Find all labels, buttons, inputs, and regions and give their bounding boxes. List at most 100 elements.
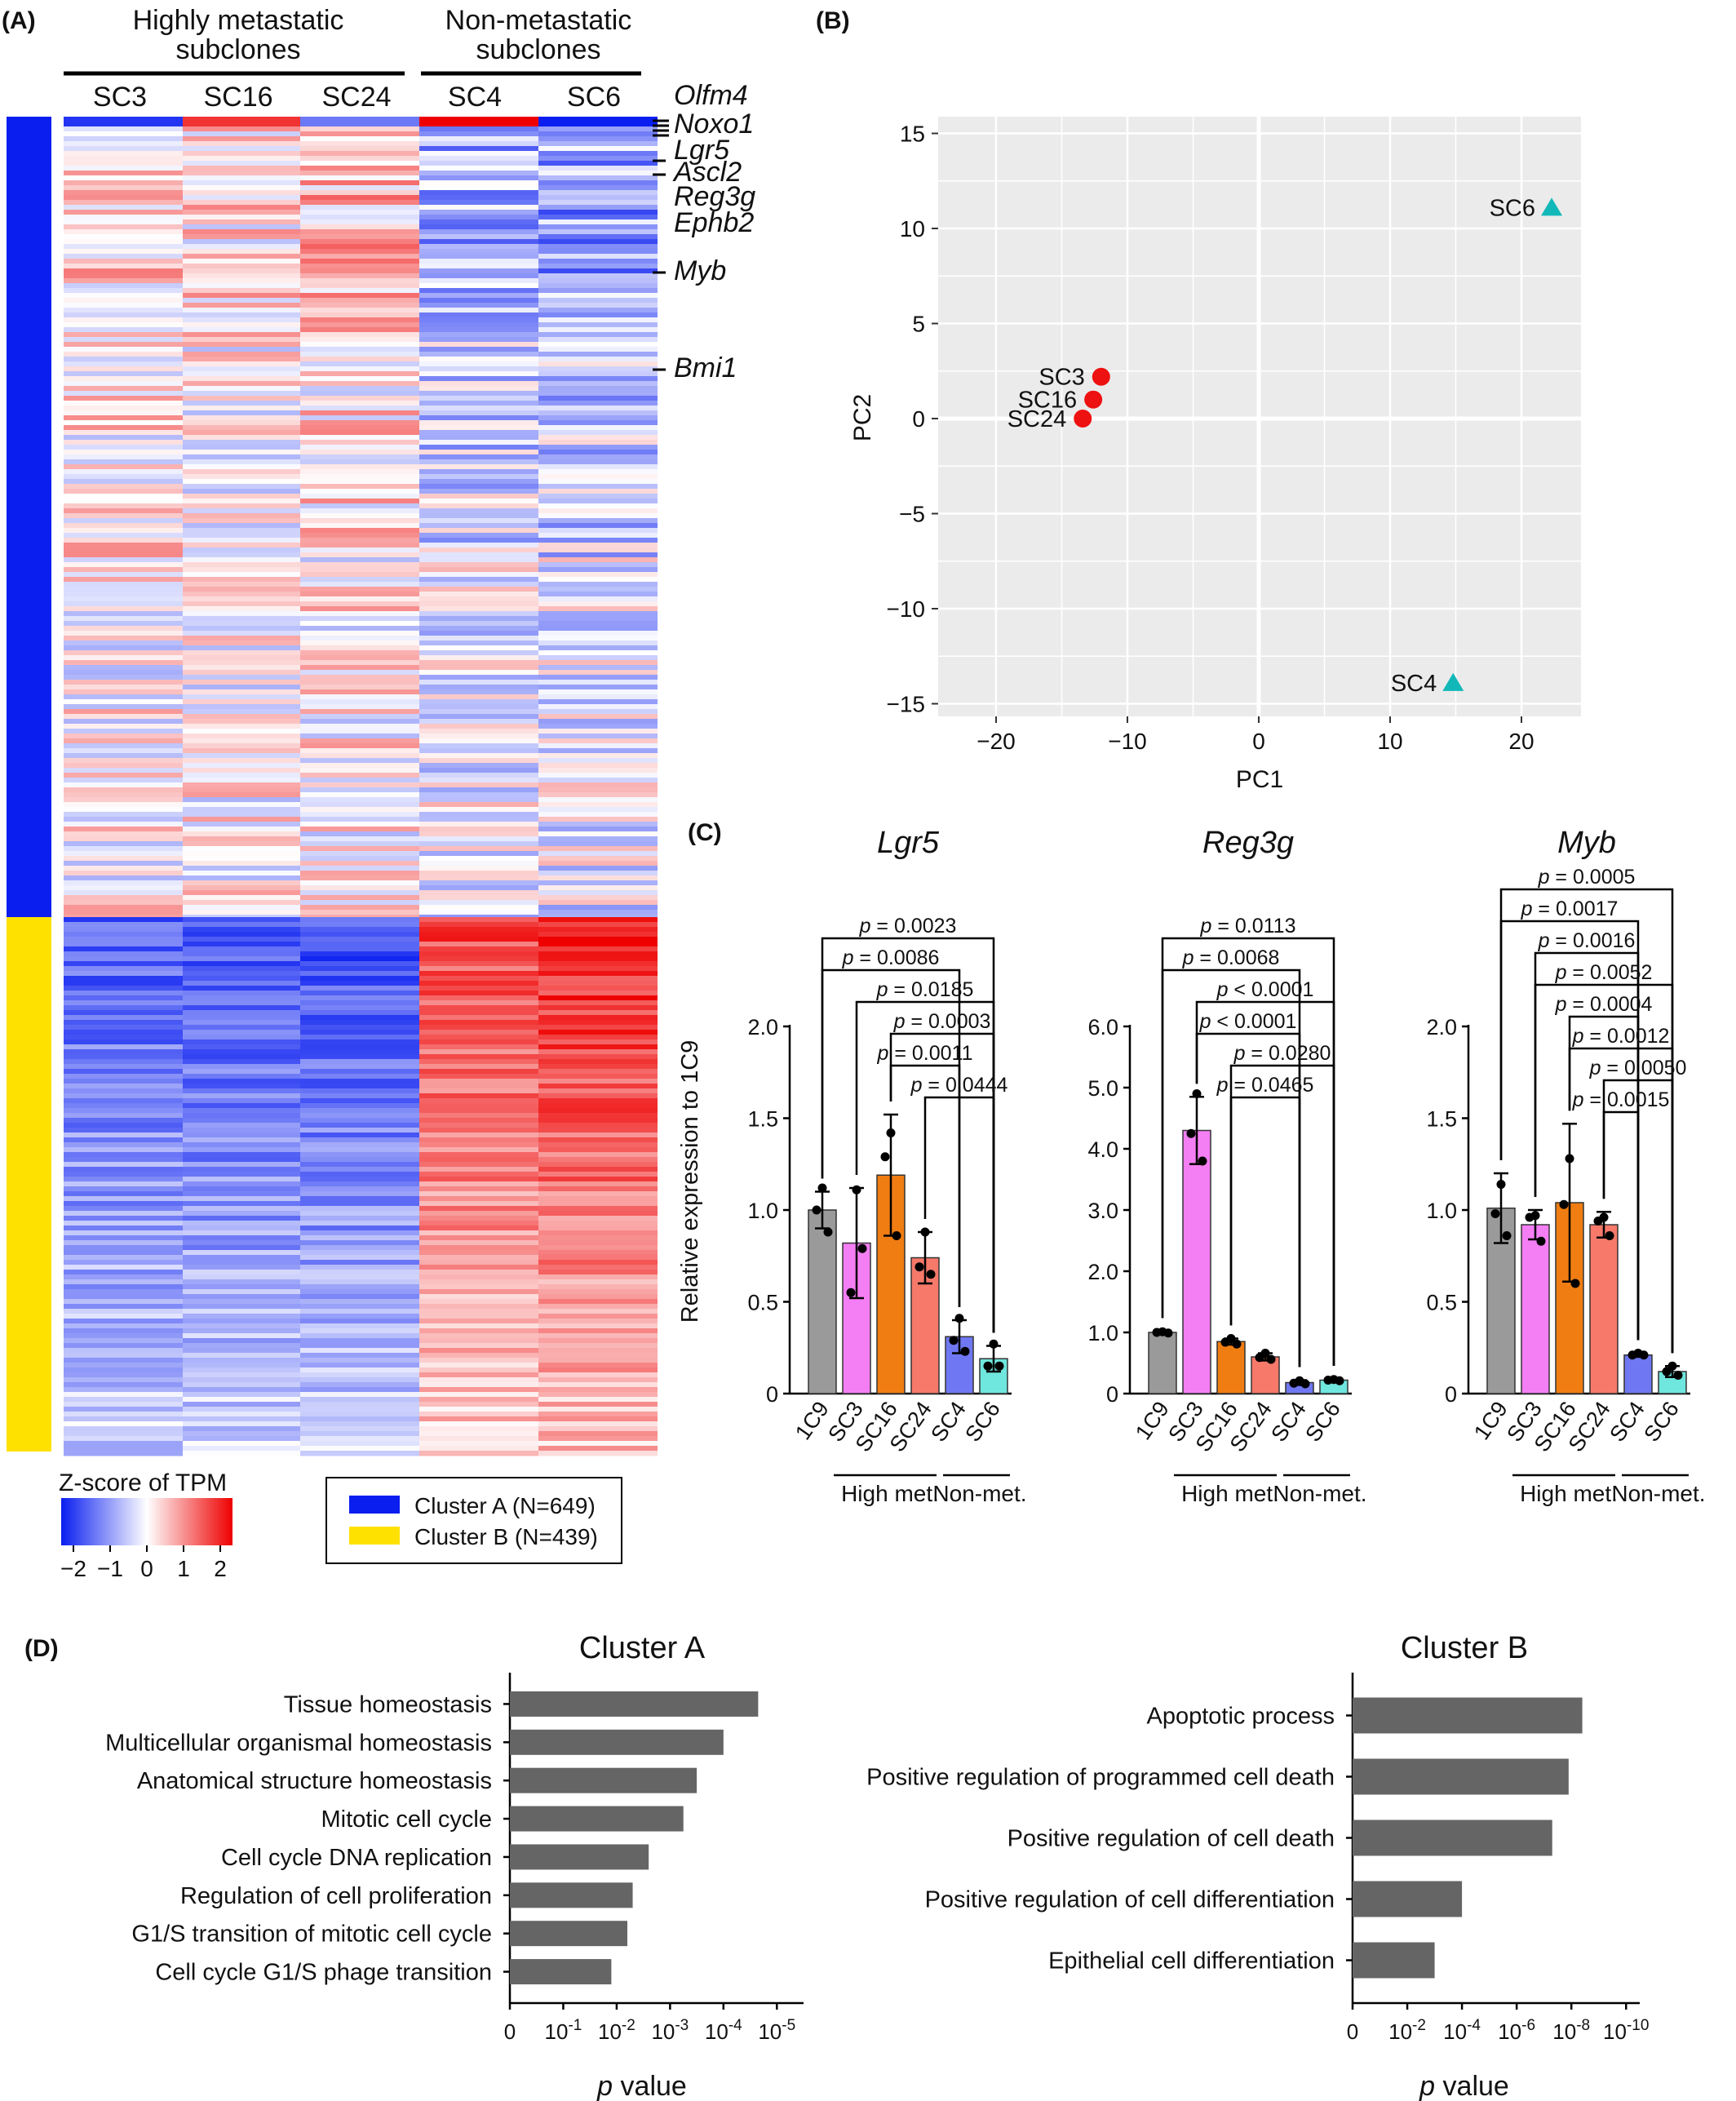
heatmap-cell xyxy=(64,410,183,416)
heatmap-cell xyxy=(419,533,538,539)
gene-label-reg3g: Reg3g xyxy=(674,181,755,212)
heatmap-cell xyxy=(300,655,419,661)
heatmap-cell xyxy=(64,910,183,915)
heatmap-cell xyxy=(300,1177,419,1182)
heatmap-cell xyxy=(300,797,419,803)
heatmap-cell xyxy=(300,552,419,558)
data-point xyxy=(920,1227,930,1237)
significance-bracket xyxy=(889,1064,961,1307)
heatmap-cell xyxy=(538,371,658,377)
heatmap-cell xyxy=(538,264,658,269)
heatmap-cell xyxy=(300,391,419,397)
heatmap-cell xyxy=(538,917,658,923)
heatmap-cell xyxy=(419,1289,538,1295)
group-label-non: Non-met. xyxy=(1273,1481,1366,1506)
heatmap-cell xyxy=(183,1226,300,1231)
heatmap-cell xyxy=(419,494,538,499)
heatmap-cell xyxy=(64,327,183,333)
heatmap-cell xyxy=(64,298,183,304)
heatmap-cell xyxy=(538,1270,658,1275)
heatmap-cell xyxy=(64,361,183,367)
heatmap-cell xyxy=(300,1294,419,1300)
heatmap-cell xyxy=(300,538,419,543)
data-point xyxy=(1289,1378,1299,1388)
heatmap-cell xyxy=(538,831,658,837)
heatmap-cell xyxy=(419,312,538,318)
heatmap-cell xyxy=(183,910,300,915)
heatmap-cell xyxy=(183,812,300,818)
colorbar-tick-label: 2 xyxy=(214,1556,227,1581)
heatmap-cell xyxy=(64,1167,183,1172)
heatmap-cell xyxy=(419,802,538,808)
heatmap-cell xyxy=(419,503,538,509)
heatmap-cell xyxy=(300,680,419,685)
data-point xyxy=(1186,1128,1196,1138)
go-term-label: Mitotic cell cycle xyxy=(321,1806,493,1833)
heatmap-cell xyxy=(64,724,183,729)
heatmap-cell xyxy=(538,1147,658,1153)
heatmap-cell xyxy=(300,489,419,494)
heatmap-cell xyxy=(183,327,300,333)
heatmap-cell xyxy=(419,229,538,235)
heatmap-cell xyxy=(538,332,658,338)
heatmap-cell xyxy=(538,479,658,485)
heatmap-cell xyxy=(419,1201,538,1207)
heatmap-cell xyxy=(538,645,658,651)
heatmap-cell xyxy=(64,611,183,617)
heatmap-cell xyxy=(64,758,183,764)
heatmap-cell xyxy=(300,141,419,147)
heatmap-cell xyxy=(300,782,419,788)
heatmap-cell xyxy=(183,122,300,127)
heatmap-cell xyxy=(300,1328,419,1334)
heatmap-cell xyxy=(183,538,300,543)
heatmap-cell xyxy=(300,1363,419,1368)
heatmap-cell xyxy=(183,151,300,157)
heatmap-cell xyxy=(300,156,419,162)
heatmap-cell xyxy=(64,440,183,445)
heatmap-cell xyxy=(64,738,183,744)
heatmap-cell xyxy=(300,1088,419,1094)
data-point xyxy=(989,1339,999,1349)
heatmap-cell xyxy=(419,675,538,680)
heatmap-cell xyxy=(183,322,300,328)
heatmap-cell xyxy=(538,577,658,583)
heatmap-cell xyxy=(64,1039,183,1045)
heatmap-cell xyxy=(64,905,183,911)
heatmap-cell xyxy=(419,146,538,152)
go-chart-title: Cluster A xyxy=(579,1631,706,1665)
heatmap-cell xyxy=(183,797,300,803)
heatmap-cell xyxy=(538,317,658,323)
go-bar xyxy=(510,1691,759,1717)
heatmap-cell xyxy=(538,1402,658,1407)
heatmap-cell xyxy=(64,1382,183,1388)
heatmap-cell xyxy=(64,822,183,827)
heatmap-cell xyxy=(183,562,300,568)
heatmap-cell xyxy=(538,322,658,328)
heatmap-cell xyxy=(538,1128,658,1133)
heatmap-cell xyxy=(300,650,419,656)
heatmap-cell xyxy=(64,479,183,485)
heatmap-cell xyxy=(300,440,419,445)
heatmap-cell xyxy=(64,151,183,157)
heatmap-cell xyxy=(538,709,658,715)
heatmap-cell xyxy=(300,381,419,387)
bar-ytick-label: 4.0 xyxy=(1087,1137,1118,1162)
heatmap-cell xyxy=(64,1402,183,1407)
heatmap-cell xyxy=(183,880,300,886)
qpcr-bar-charts: Lgr500.51.01.52.01C9SC3SC16SC24SC4SC6Hig… xyxy=(747,826,1705,1506)
heatmap-cell xyxy=(419,812,538,818)
heatmap-cell xyxy=(538,1407,658,1412)
heatmap-cell xyxy=(419,1446,538,1452)
heatmap-cell xyxy=(183,396,300,401)
heatmap-cell xyxy=(64,1137,183,1143)
heatmap-cell xyxy=(419,1088,538,1094)
heatmap-cell xyxy=(64,376,183,382)
heatmap-cell xyxy=(64,1216,183,1221)
heatmap-cell xyxy=(538,175,658,181)
heatmap-cell xyxy=(183,1059,300,1065)
heatmap-cell xyxy=(300,406,419,411)
heatmap-cell xyxy=(538,1289,658,1295)
heatmap-cell xyxy=(419,396,538,401)
heatmap-cell xyxy=(538,932,658,937)
heatmap-cell xyxy=(419,768,538,773)
